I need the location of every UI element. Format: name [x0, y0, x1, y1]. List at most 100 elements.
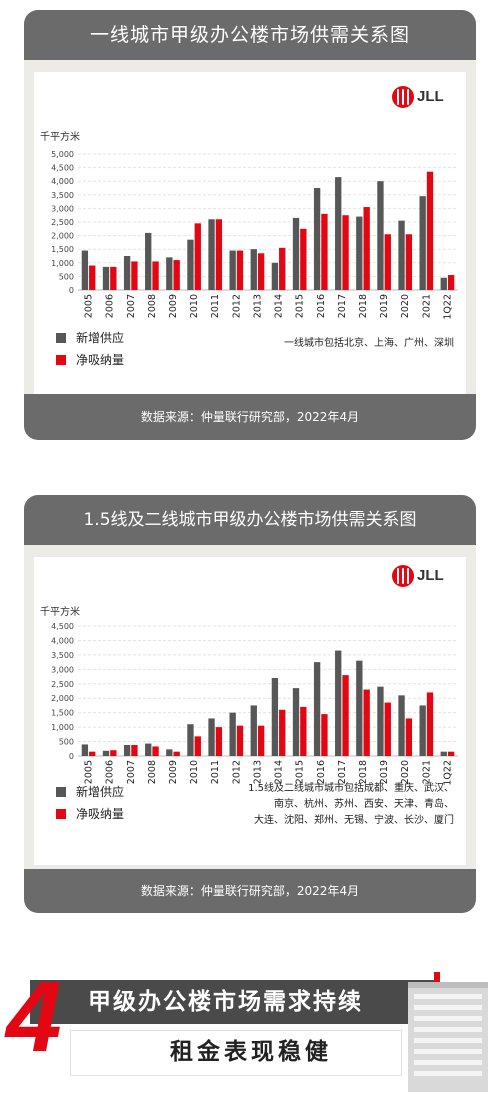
y-tick-label: 3,000: [51, 665, 74, 674]
bar-absorption: [300, 706, 307, 756]
bar-absorption: [321, 714, 328, 756]
legend-label-supply: 新增供应: [76, 785, 125, 799]
source-footer: 数据来源：仲量联行研究部，2022年4月: [24, 869, 476, 913]
bar-absorption: [173, 751, 180, 756]
section-banner: 4 甲级办公楼市场需求持续 租金表现稳健: [0, 962, 500, 1105]
y-tick-label: 4,500: [51, 164, 74, 173]
banner-light-strip: [70, 1030, 402, 1076]
x-tick-label: 2012: [231, 760, 242, 784]
x-tick-label: 2014: [274, 760, 285, 784]
city-note-line: 1.5线及二线城市城市包括成都、重庆、武汉、: [248, 783, 454, 794]
bar-absorption: [321, 213, 328, 290]
y-tick-label: 500: [59, 738, 74, 747]
x-tick-label: 2007: [126, 760, 137, 784]
bar-absorption: [215, 219, 223, 290]
bar-supply: [229, 250, 236, 290]
bar-absorption: [363, 207, 370, 290]
bar-supply: [356, 216, 363, 290]
bar-supply: [356, 660, 363, 756]
bar-supply: [250, 705, 257, 756]
bar-absorption: [342, 215, 349, 290]
x-tick-label: 2009: [168, 294, 179, 318]
chart-panel: JLL 千平方米 0 500 1,000 1,500 2,000 2,500 3,000 3,…: [34, 72, 466, 394]
bar-supply: [377, 686, 384, 756]
bar-supply: [123, 745, 131, 756]
section-heading-line1: 甲级办公楼市场需求持续: [88, 989, 363, 1015]
bar-absorption: [447, 275, 455, 290]
x-tick-label: 1Q22: [442, 760, 453, 786]
bar-supply: [377, 181, 384, 290]
bar-absorption: [447, 751, 455, 756]
jll-logo-icon: [392, 86, 414, 108]
y-tick-label: 4,000: [51, 177, 74, 186]
x-tick-label: 2011: [210, 294, 221, 318]
bar-absorption: [110, 750, 117, 756]
x-tick-label: 2021: [421, 294, 432, 318]
jll-logo-text: JLL: [417, 567, 444, 584]
bar-supply: [398, 695, 405, 756]
bar-supply: [145, 743, 152, 756]
bar-absorption: [110, 266, 117, 290]
chart-card-tier2: 1.5线及二线城市甲级办公楼市场供需关系图 JLL 千平方米 0 500 1,000…: [24, 495, 476, 913]
bar-supply: [250, 249, 257, 290]
bar-supply: [81, 744, 89, 756]
office-building-icon: [408, 972, 488, 1092]
bar-absorption: [342, 675, 349, 756]
x-tick-label: 2013: [252, 760, 263, 784]
bar-absorption: [405, 234, 413, 290]
x-tick-label: 2017: [337, 760, 348, 784]
bar-supply: [81, 250, 89, 290]
chart-panel: JLL 千平方米 0 500 1,000 1,500 2,000 2,500 3,000 3,…: [34, 557, 466, 865]
section-heading-line2: 租金表现稳健: [170, 1039, 332, 1065]
bar-supply: [208, 219, 215, 290]
x-tick-label: 2008: [147, 760, 158, 784]
bar-absorption: [236, 250, 244, 290]
y-tick-label: 2,000: [51, 232, 74, 241]
bar-supply: [292, 217, 300, 290]
legend-swatch-absorption: [56, 809, 66, 819]
bar-supply: [145, 232, 152, 290]
bar-supply: [187, 724, 194, 756]
bar-supply: [123, 256, 131, 290]
bar-absorption: [426, 692, 434, 756]
y-tick-label: 4,000: [51, 636, 74, 645]
source-footer: 数据来源：仲量联行研究部，2022年4月: [24, 394, 476, 440]
x-tick-label: 2015: [295, 760, 306, 784]
bar-supply: [335, 177, 342, 290]
bar-supply: [440, 277, 447, 290]
bar-supply: [398, 220, 405, 290]
bar-supply: [419, 196, 426, 290]
bar-supply: [271, 262, 279, 290]
bar-supply: [271, 678, 279, 756]
bar-supply: [187, 239, 194, 290]
city-note-line: 大连、沈阳、郑州、无锡、宁波、长沙、厦门: [254, 815, 454, 826]
bar-absorption: [384, 702, 391, 756]
bar-absorption: [89, 265, 96, 290]
legend-item-supply: 新增供应: [56, 781, 124, 803]
bar-supply: [292, 688, 300, 756]
x-tick-label: 2012: [231, 294, 242, 318]
bar-supply: [166, 257, 173, 290]
bar-supply: [419, 705, 426, 756]
bar-absorption: [279, 247, 286, 290]
bar-absorption: [426, 171, 434, 290]
bar-absorption: [194, 223, 201, 290]
y-tick-label: 1,500: [51, 245, 74, 254]
x-tick-label: 2017: [337, 294, 348, 318]
legend-item-absorption: 净吸纳量: [56, 803, 124, 825]
section-number: 4: [6, 961, 62, 1073]
legend-item-absorption: 净吸纳量: [56, 349, 124, 371]
legend-label-absorption: 净吸纳量: [76, 353, 125, 367]
bar-absorption: [236, 725, 244, 756]
bar-supply: [313, 188, 321, 290]
x-tick-label: 2018: [358, 294, 369, 318]
y-tick-label: 3,000: [51, 204, 74, 213]
bar-chart-tier1: 0 500 1,000 1,500 2,000 2,500 3,000 3,500 4,000 4…: [51, 150, 458, 320]
bar-absorption: [131, 261, 138, 290]
x-tick-label: 2008: [147, 294, 158, 318]
bar-supply: [335, 650, 342, 756]
chart-title: 1.5线及二线城市甲级办公楼市场供需关系图: [24, 495, 476, 545]
x-tick-label: 2009: [168, 760, 179, 784]
y-tick-label: 3,500: [51, 191, 74, 200]
legend: 新增供应 净吸纳量: [56, 327, 124, 371]
